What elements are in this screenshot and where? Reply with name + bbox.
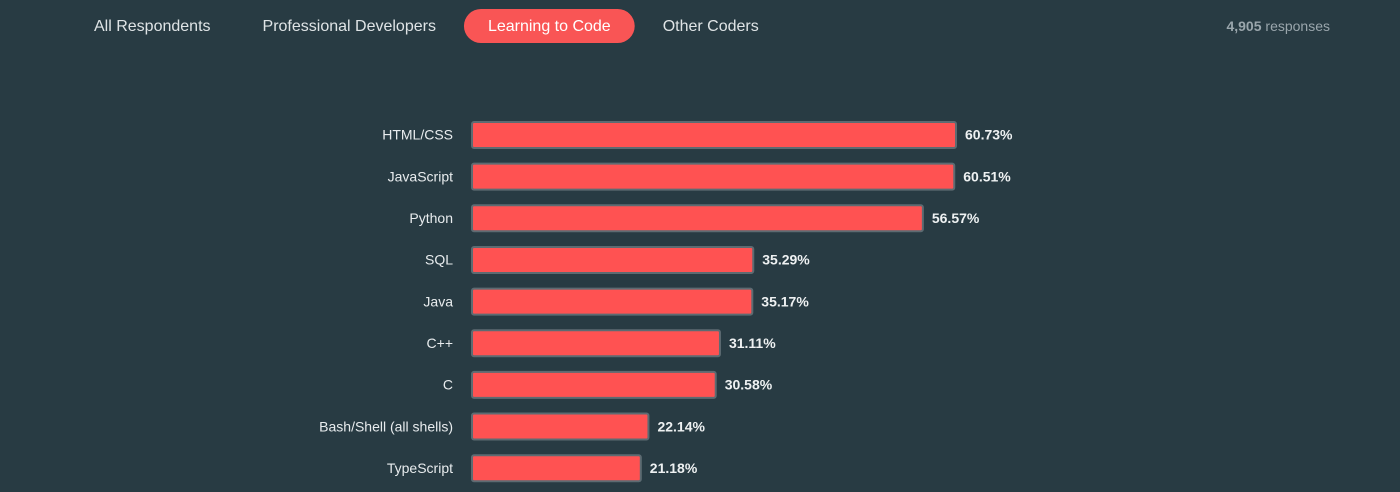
category-label: Bash/Shell (all shells) [319,418,453,434]
category-label: HTML/CSS [382,127,453,143]
category-label: SQL [425,252,453,268]
value-label: 31.11% [729,335,776,351]
tab-label: Learning to Code [488,18,611,35]
bar [471,412,650,441]
value-label: 60.51% [963,168,1011,184]
category-label: C [443,377,453,393]
value-label: 60.73% [965,127,1013,143]
bar [471,287,754,316]
value-label: 35.29% [762,252,810,268]
tab-label: All Respondents [94,18,211,35]
responses-label: responses [1265,18,1330,34]
tab-label: Professional Developers [263,18,436,35]
value-label: 22.14% [657,418,705,434]
category-label: JavaScript [388,168,453,184]
tab-active-bg [463,9,635,43]
value-label: 56.57% [932,210,980,226]
tab[interactable]: Learning to Code [463,9,635,43]
category-label: Python [409,210,453,226]
bar [471,370,717,399]
bar [471,121,958,149]
tab[interactable]: All Respondents [94,18,211,35]
responses: 4,905 responses [1226,18,1330,34]
value-label: 35.17% [761,293,809,309]
category-label: Java [423,293,453,309]
bar [471,245,755,274]
bar [471,454,642,483]
bar [471,162,956,191]
value-label: 30.58% [725,377,773,393]
category-label: C++ [427,335,453,351]
bar [471,329,721,358]
bar [471,204,924,233]
responses-count: 4,905 [1226,18,1261,34]
category-label: TypeScript [387,460,453,476]
value-label: 21.18% [650,460,698,476]
tab[interactable]: Professional Developers [263,18,436,35]
tab[interactable]: Other Coders [663,18,759,35]
tab-label: Other Coders [663,18,759,35]
